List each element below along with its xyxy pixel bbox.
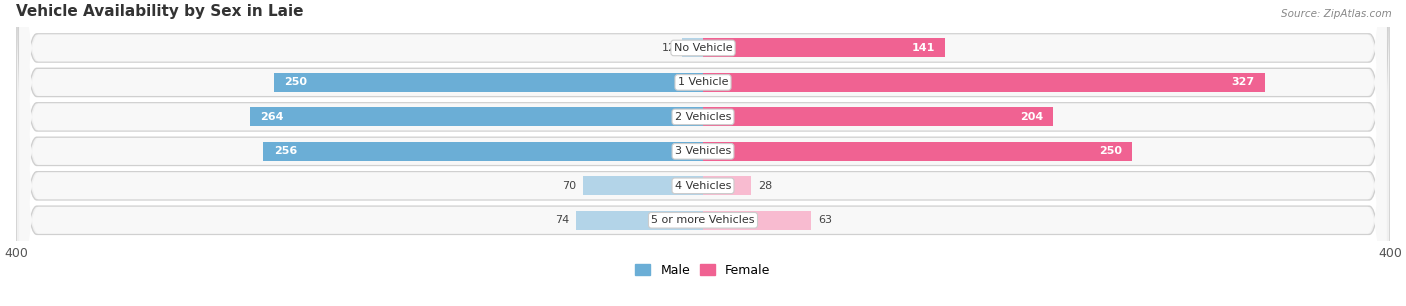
Bar bbox=[703, 211, 811, 230]
Text: Source: ZipAtlas.com: Source: ZipAtlas.com bbox=[1281, 9, 1392, 19]
Text: No Vehicle: No Vehicle bbox=[673, 43, 733, 53]
FancyBboxPatch shape bbox=[15, 0, 1391, 306]
Text: 250: 250 bbox=[1099, 146, 1122, 156]
Text: 4 Vehicles: 4 Vehicles bbox=[675, 181, 731, 191]
Text: 264: 264 bbox=[260, 112, 284, 122]
Bar bbox=[703, 39, 945, 58]
FancyBboxPatch shape bbox=[15, 0, 1391, 306]
Text: 250: 250 bbox=[284, 77, 307, 88]
Bar bbox=[682, 39, 703, 58]
FancyBboxPatch shape bbox=[15, 0, 1391, 306]
Text: 12: 12 bbox=[661, 43, 675, 53]
Text: 74: 74 bbox=[555, 215, 569, 225]
FancyBboxPatch shape bbox=[15, 0, 1391, 306]
FancyBboxPatch shape bbox=[20, 0, 1386, 306]
FancyBboxPatch shape bbox=[20, 0, 1386, 306]
Text: 5 or more Vehicles: 5 or more Vehicles bbox=[651, 215, 755, 225]
FancyBboxPatch shape bbox=[20, 0, 1386, 306]
Text: 1 Vehicle: 1 Vehicle bbox=[678, 77, 728, 88]
Bar bbox=[703, 176, 751, 195]
Text: 204: 204 bbox=[1019, 112, 1043, 122]
Text: 2 Vehicles: 2 Vehicles bbox=[675, 112, 731, 122]
FancyBboxPatch shape bbox=[20, 0, 1386, 306]
Legend: Male, Female: Male, Female bbox=[630, 259, 776, 282]
FancyBboxPatch shape bbox=[20, 0, 1386, 306]
FancyBboxPatch shape bbox=[15, 0, 1391, 306]
Bar bbox=[250, 107, 703, 126]
Text: Vehicle Availability by Sex in Laie: Vehicle Availability by Sex in Laie bbox=[15, 4, 304, 19]
Bar bbox=[703, 107, 1053, 126]
Bar bbox=[703, 73, 1264, 92]
Bar bbox=[576, 211, 703, 230]
Text: 141: 141 bbox=[911, 43, 935, 53]
Text: 70: 70 bbox=[562, 181, 576, 191]
Text: 327: 327 bbox=[1232, 77, 1254, 88]
Bar bbox=[703, 142, 1132, 161]
FancyBboxPatch shape bbox=[15, 0, 1391, 306]
Text: 63: 63 bbox=[818, 215, 832, 225]
FancyBboxPatch shape bbox=[20, 0, 1386, 306]
Bar bbox=[263, 142, 703, 161]
Text: 3 Vehicles: 3 Vehicles bbox=[675, 146, 731, 156]
Text: 28: 28 bbox=[758, 181, 772, 191]
Bar bbox=[274, 73, 703, 92]
Bar bbox=[583, 176, 703, 195]
Text: 256: 256 bbox=[274, 146, 297, 156]
